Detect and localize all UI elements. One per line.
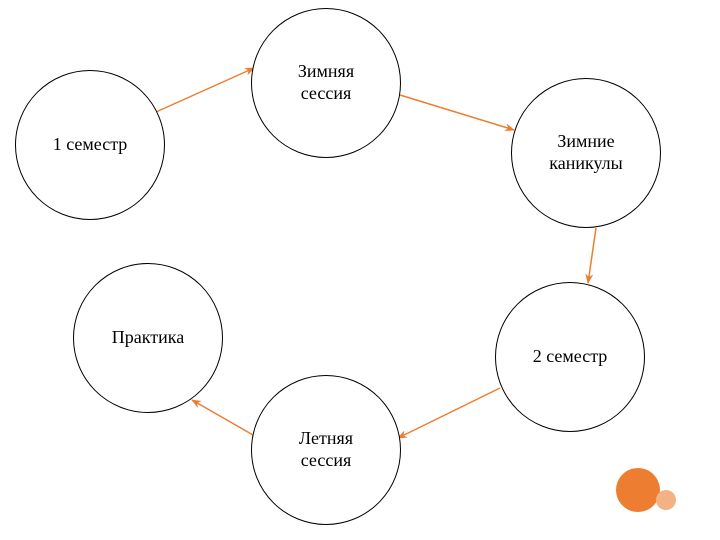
edge-sem1-winter [156, 68, 254, 112]
node-sem1: 1 семестр [15, 70, 165, 220]
edge-wvac-sem2 [588, 228, 596, 283]
node-label-wvac: Зимние каникулы [549, 131, 623, 174]
decorative-dot-1 [656, 490, 676, 510]
node-sem2: 2 семестр [495, 282, 645, 432]
node-label-winter: Зимняя сессия [298, 61, 354, 104]
edge-winter-wvac [400, 95, 514, 130]
edge-summer-practice [192, 400, 253, 435]
node-label-practice: Практика [112, 327, 184, 349]
node-wvac: Зимние каникулы [511, 78, 661, 228]
node-summer: Летняя сессия [251, 375, 401, 525]
node-label-summer: Летняя сессия [299, 428, 353, 471]
node-practice: Практика [73, 263, 223, 413]
node-winter: Зимняя сессия [251, 8, 401, 158]
node-label-sem1: 1 семестр [53, 134, 128, 156]
diagram-canvas: 1 семестр Зимняя сессия Зимние каникулы 2 с… [0, 0, 720, 540]
decorative-dot-0 [616, 468, 660, 512]
edge-sem2-summer [398, 388, 500, 438]
node-label-sem2: 2 семестр [533, 346, 608, 368]
